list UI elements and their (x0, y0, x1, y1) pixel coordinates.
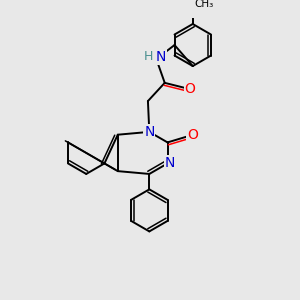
Text: O: O (185, 82, 196, 96)
Text: O: O (187, 128, 198, 142)
Text: N: N (165, 156, 175, 170)
Text: N: N (144, 125, 154, 139)
Text: H: H (144, 50, 153, 63)
Text: CH₃: CH₃ (194, 0, 213, 9)
Text: N: N (155, 50, 166, 64)
